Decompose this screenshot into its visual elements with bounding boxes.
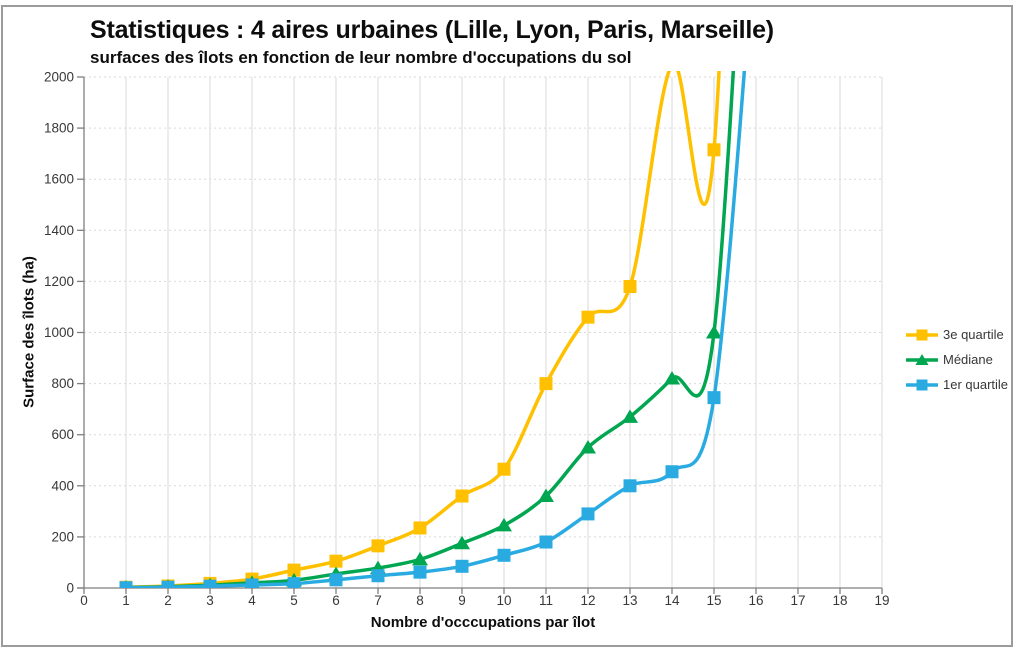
legend-label: 1er quartile — [943, 377, 1009, 392]
x-axis-title: Nombre d'occcupations par îlot — [370, 614, 596, 631]
x-tick-label: 0 — [80, 593, 88, 608]
legend-label: Médiane — [943, 352, 993, 367]
axes — [77, 76, 883, 594]
y-tick-label: 1400 — [44, 223, 74, 238]
legend-item-1er-quartile: 1er quartile — [905, 372, 1008, 397]
y-tick-label: 1000 — [44, 325, 74, 340]
x-tick-label: 19 — [874, 593, 889, 608]
data-point-marker — [623, 479, 637, 493]
legend-label: 3e quartile — [943, 327, 1004, 342]
data-point-marker — [413, 521, 427, 535]
data-point-marker — [707, 143, 721, 157]
data-point-marker — [412, 551, 428, 566]
data-point-marker — [622, 409, 638, 423]
data-point-marker — [203, 579, 217, 588]
x-tick-label: 12 — [580, 593, 595, 608]
data-point-marker — [707, 391, 721, 405]
data-point-marker — [539, 535, 553, 549]
data-point-marker — [666, 58, 679, 71]
data-point-marker — [371, 569, 385, 583]
data-point-marker — [119, 581, 133, 588]
x-tick-label: 2 — [164, 593, 172, 608]
data-point-marker — [329, 573, 343, 587]
data-point-marker — [664, 370, 680, 385]
y-tick-label: 600 — [51, 427, 74, 442]
y-tick-label: 1200 — [44, 274, 74, 289]
legend: 3e quartile Médiane 1er quartile — [905, 322, 1008, 397]
x-tick-label: 16 — [748, 593, 763, 608]
x-tick-label: 14 — [664, 593, 680, 608]
image-border — [1, 5, 1013, 647]
data-point-marker — [581, 310, 595, 324]
data-point-marker — [413, 565, 427, 579]
chart-subtitle: surfaces des îlots en fonction de leur n… — [90, 48, 632, 67]
data-point-marker — [665, 465, 679, 479]
data-point-marker — [287, 563, 301, 577]
data-point-marker — [497, 548, 511, 562]
x-tick-label: 5 — [290, 593, 298, 608]
data-point-marker — [371, 539, 385, 553]
y-tick-label: 1600 — [44, 172, 74, 187]
data-point-marker — [623, 280, 637, 294]
data-point-marker — [706, 325, 722, 339]
data-point-marker — [454, 535, 470, 550]
x-tick-label: 7 — [374, 593, 382, 608]
legend-item-3e-quartile: 3e quartile — [905, 322, 1008, 347]
y-tick-label: 1800 — [44, 121, 74, 136]
y-tick-label: 800 — [51, 376, 74, 391]
x-tick-label: 4 — [248, 593, 256, 608]
chart-title: Statistiques : 4 aires urbaines (Lille, … — [90, 16, 774, 44]
data-point-marker — [580, 439, 596, 454]
x-tick-label: 6 — [332, 593, 340, 608]
legend-marker-icon — [906, 329, 938, 340]
data-point-marker — [329, 554, 343, 568]
series-3e-quartile — [119, 58, 721, 588]
data-point-marker — [497, 462, 511, 476]
legend-marker-icon — [906, 353, 938, 365]
y-tick-label: 0 — [66, 581, 74, 596]
y-tick-label: 200 — [51, 529, 74, 544]
x-tick-label: 1 — [122, 593, 130, 608]
data-point-marker — [539, 377, 553, 391]
x-tick-label: 10 — [496, 593, 511, 608]
x-tick-label: 8 — [416, 593, 424, 608]
x-tick-label: 9 — [458, 593, 466, 608]
x-tick-label: 15 — [706, 593, 721, 608]
data-point-marker — [496, 517, 512, 532]
data-point-marker — [245, 578, 259, 588]
x-tick-label: 13 — [622, 593, 637, 608]
legend-marker-icon — [906, 379, 938, 390]
tick-labels: 0 1 2 3 4 5 6 7 8 9 10 11 12 13 14 15 16 17 18 190200400600… — [44, 70, 890, 609]
legend-item-m-diane: Médiane — [905, 347, 1008, 372]
data-point-marker — [455, 559, 469, 573]
y-axis-title: Surface des îlots (ha) — [20, 256, 38, 408]
data-point-marker — [161, 580, 175, 588]
y-tick-label: 2000 — [44, 70, 74, 85]
y-tick-label: 400 — [51, 478, 74, 493]
x-tick-label: 11 — [539, 593, 553, 608]
series-1er-quartile — [119, 71, 747, 588]
x-tick-label: 17 — [790, 593, 805, 608]
data-point-marker — [538, 488, 554, 503]
data-point-marker — [287, 577, 301, 588]
x-tick-label: 18 — [832, 593, 847, 608]
data-point-marker — [455, 489, 469, 503]
data-point-marker — [581, 507, 595, 521]
x-tick-label: 3 — [206, 593, 214, 608]
horizontal-gridlines — [84, 76, 882, 538]
series-m-diane — [121, 71, 736, 588]
